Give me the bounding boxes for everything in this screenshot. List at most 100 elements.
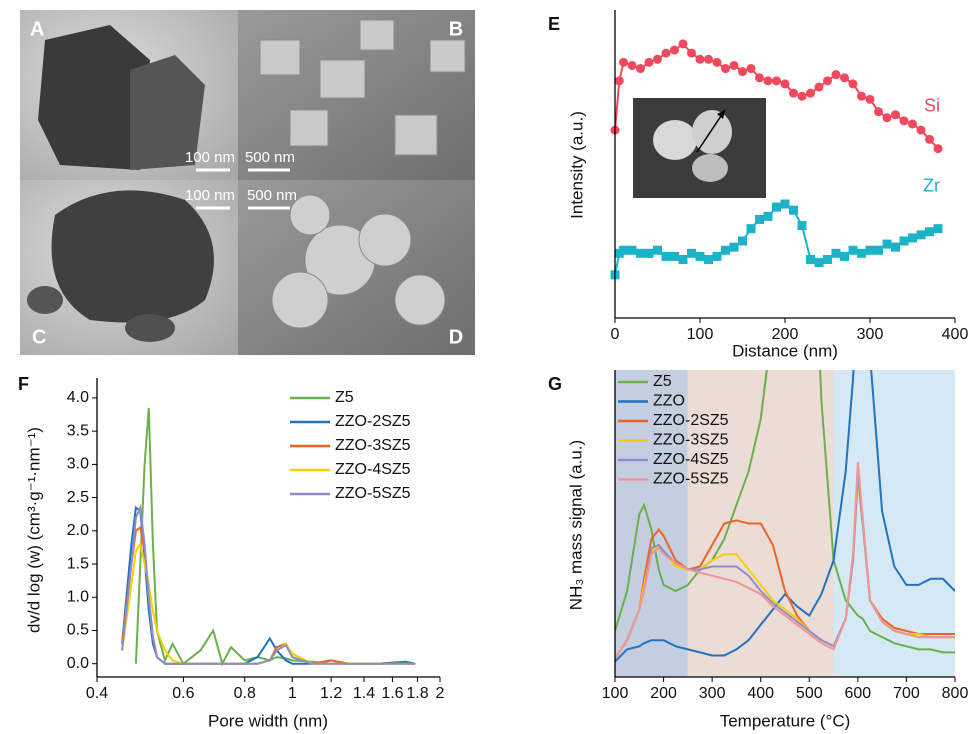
data-point	[755, 214, 764, 224]
panel-label: A	[30, 18, 44, 40]
series-line	[615, 474, 955, 660]
arrow-head	[717, 110, 725, 119]
panel-label: D	[449, 326, 463, 348]
data-point	[840, 73, 849, 83]
y-axis-label: dv/d log (w) (cm³·g⁻¹·nm⁻¹)	[24, 427, 43, 633]
particle	[692, 110, 732, 154]
data-point	[797, 221, 807, 231]
data-point	[661, 48, 671, 58]
x-axis-label: Distance (nm)	[732, 341, 838, 360]
data-point	[806, 254, 815, 264]
particle	[130, 55, 205, 170]
series-line	[615, 370, 955, 663]
legend-label: ZZO-3SZ5	[335, 437, 411, 454]
data-point	[746, 224, 756, 234]
x-tick-label: 1.6	[381, 685, 403, 702]
data-point	[874, 245, 883, 255]
data-point	[925, 227, 934, 237]
x-tick-label: 2	[436, 685, 445, 702]
data-point	[891, 110, 900, 120]
x-tick-label: 0	[611, 326, 620, 343]
particle	[38, 25, 150, 170]
data-point	[789, 88, 798, 98]
y-tick-label: 4.0	[67, 389, 89, 406]
scale-bar-label: 500 nm	[245, 149, 295, 166]
data-point	[636, 64, 645, 74]
data-point	[831, 70, 841, 80]
data-point	[678, 39, 688, 49]
data-point	[644, 57, 654, 67]
data-point	[882, 239, 892, 249]
series-line	[615, 370, 955, 654]
legend-label: ZZO-2SZ5	[335, 413, 411, 430]
legend-label: Z5	[335, 389, 354, 406]
series-line	[121, 503, 416, 665]
data-point	[899, 236, 909, 246]
x-tick-label: 100	[687, 326, 714, 343]
data-point	[661, 251, 671, 261]
x-tick-label: 1	[288, 685, 297, 702]
data-point	[891, 242, 900, 252]
data-point	[772, 202, 781, 212]
arrow	[696, 109, 726, 153]
x-tick-label: 200	[772, 326, 799, 343]
data-point	[721, 245, 730, 255]
data-point	[695, 251, 705, 261]
scale-bar-label: 100 nm	[185, 187, 235, 204]
data-point	[865, 245, 875, 255]
legend-label: ZZO-2SZ5	[653, 412, 729, 429]
x-axis-label: Pore width (nm)	[208, 711, 328, 730]
data-point	[823, 76, 832, 86]
x-tick-label: 500	[796, 685, 823, 702]
y-tick-label: 1.0	[67, 588, 89, 605]
particle	[27, 286, 63, 314]
particle	[125, 314, 175, 342]
data-point	[644, 248, 654, 258]
data-point	[780, 79, 790, 89]
data-point	[636, 248, 645, 258]
data-point	[840, 251, 849, 261]
y-tick-label: 2.0	[67, 522, 89, 539]
data-point	[755, 73, 764, 83]
panel-label: G	[548, 374, 562, 394]
data-point	[712, 251, 722, 261]
legend-label: ZZO-5SZ5	[653, 471, 729, 488]
legend-label: ZZO	[653, 393, 685, 410]
data-point	[670, 251, 679, 261]
x-tick-label: 0.8	[234, 685, 256, 702]
data-point	[729, 242, 739, 252]
data-point	[933, 144, 943, 154]
scale-bar-label: 500 nm	[247, 187, 297, 204]
y-axis-label: NH₃ mass signal (a.u.)	[566, 440, 585, 610]
data-point	[925, 134, 934, 144]
data-point	[772, 76, 781, 86]
data-point	[704, 254, 713, 264]
legend-label: ZZO-5SZ5	[335, 485, 411, 502]
data-point	[780, 199, 790, 209]
data-point	[746, 64, 756, 74]
data-point	[763, 76, 773, 86]
x-tick-label: 100	[602, 685, 629, 702]
panel-label: C	[32, 326, 46, 348]
y-axis-label: Intensity (a.u.)	[567, 111, 586, 219]
data-point	[729, 60, 739, 70]
y-tick-label: 3.5	[67, 422, 89, 439]
series-line	[615, 202, 939, 276]
data-point	[857, 91, 866, 101]
x-tick-label: 400	[942, 326, 969, 343]
x-tick-label: 700	[893, 685, 920, 702]
micrograph-panels: A B C D 100 nm 500 nm 100 nm 500 nm	[20, 10, 475, 355]
data-point	[695, 54, 705, 64]
x-tick-label: 300	[699, 685, 726, 702]
data-point	[687, 248, 696, 258]
x-tick-label: 0.6	[172, 685, 194, 702]
data-point	[721, 64, 730, 74]
x-tick-label: 1.2	[320, 685, 342, 702]
data-point	[670, 45, 679, 55]
particle	[51, 190, 214, 323]
legend-label: ZZO-3SZ5	[653, 432, 729, 449]
data-point	[704, 54, 713, 64]
data-point	[814, 82, 824, 92]
panel-label: B	[449, 18, 463, 40]
data-point	[619, 57, 628, 67]
